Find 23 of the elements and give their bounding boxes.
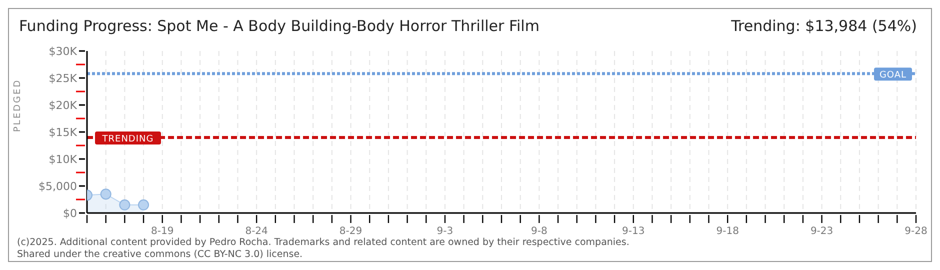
x-tick-label: 8-29 [339,226,362,237]
x-tick-label: 9-18 [716,226,739,237]
y-axis-title: PLEDGED [13,78,24,132]
chart-title: Funding Progress: Spot Me - A Body Building-Body Horror Thriller Film [19,17,540,35]
ref-line-label: TRENDING [101,134,154,144]
y-tick-label: $15K [48,126,78,139]
y-tick-label: $25K [48,72,78,85]
x-tick-label: 9-23 [810,226,834,237]
ref-line-label: GOAL [879,70,907,81]
y-tick-label: $10K [48,153,78,166]
text: Shared under the creative commons (CC BY-NC 3.0) license. [17,249,304,261]
x-tick-label: 8-24 [245,226,268,237]
x-tick-label: 9-28 [904,226,928,237]
text: (c)2025. Additional content provided by Pedro Rocha. Trademarks and related content are owned by their respective companies. [17,237,630,249]
x-tick-label: 8-19 [151,226,174,237]
text: Trending: $13,984 (54%) [731,17,917,35]
x-tick-label: 9-3 [436,226,454,237]
y-tick-label: $20K [48,99,78,112]
x-tick-label: 9-8 [531,226,548,237]
y-tick-label: $0 [63,207,77,220]
y-tick-label: $30K [48,45,78,58]
y-tick-label: $5,000 [38,180,77,193]
x-tick-label: 9-13 [622,226,645,237]
